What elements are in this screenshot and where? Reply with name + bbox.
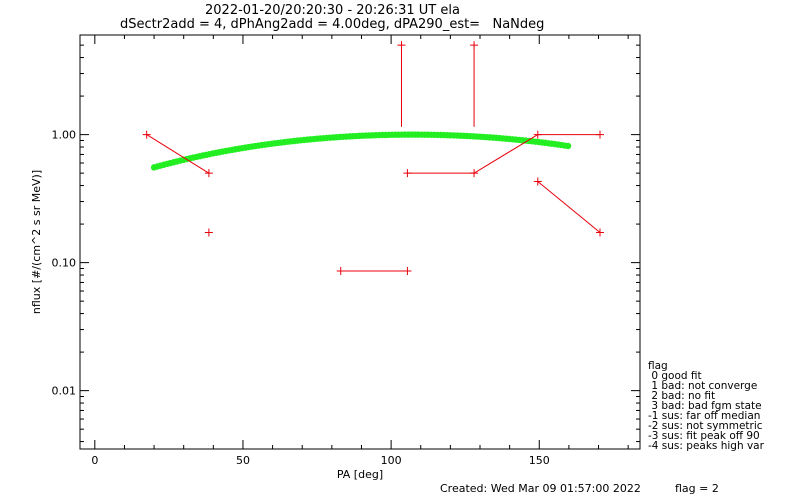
data-point bbox=[596, 130, 604, 139]
y-tick-label: 0.10 bbox=[52, 257, 77, 270]
data-point bbox=[533, 130, 542, 139]
x-tick-label: 0 bbox=[91, 454, 98, 467]
data-segment bbox=[537, 181, 601, 233]
y-tick-label: 0.01 bbox=[52, 385, 77, 398]
data-point bbox=[204, 228, 213, 237]
legend-entry: -3 sus: fit peak off 90 bbox=[648, 430, 760, 442]
data-point bbox=[336, 267, 345, 276]
x-tick-label: 100 bbox=[381, 454, 402, 467]
chart-subtitle: dSectr2add = 4, dPhAng2add = 4.00deg, dP… bbox=[120, 17, 545, 32]
flag-value: flag = 2 bbox=[675, 482, 719, 495]
legend-title: flag bbox=[648, 360, 668, 372]
created-timestamp: Created: Wed Mar 09 01:57:00 2022 bbox=[440, 482, 641, 495]
x-tick-label: 50 bbox=[236, 454, 250, 467]
legend-entry: -2 sus: not symmetric bbox=[648, 420, 763, 432]
legend-entry: 3 bad: bad fgm state bbox=[648, 400, 762, 412]
data-point bbox=[403, 169, 412, 178]
data-point bbox=[403, 267, 412, 276]
legend-entry: -1 sus: far off median bbox=[648, 410, 761, 422]
data-segment bbox=[473, 134, 539, 174]
legend-entry: -4 sus: peaks high var bbox=[648, 440, 764, 452]
x-axis-label: PA [deg] bbox=[337, 468, 383, 481]
data-segment bbox=[146, 134, 210, 174]
data-point bbox=[397, 41, 406, 50]
legend-entry: 1 bad: not converge bbox=[648, 380, 758, 392]
plot-frame bbox=[79, 34, 641, 450]
y-tick-label: 1.00 bbox=[52, 129, 77, 142]
legend-entry: 0 good fit bbox=[648, 370, 702, 382]
data-point bbox=[596, 228, 604, 237]
y-axis-label: nflux [#/(cm^2 s sr MeV)] bbox=[30, 170, 43, 314]
x-tick-label: 150 bbox=[529, 454, 550, 467]
data-point bbox=[470, 41, 479, 50]
legend-entry: 2 bad: no fit bbox=[648, 390, 716, 402]
chart-title: 2022-01-20/20:20:30 - 20:26:31 UT ela bbox=[205, 3, 460, 18]
fit-curve-point bbox=[564, 142, 572, 150]
data-point bbox=[204, 169, 213, 178]
data-point bbox=[142, 130, 151, 139]
data-point bbox=[533, 177, 542, 186]
data-point bbox=[470, 169, 479, 178]
